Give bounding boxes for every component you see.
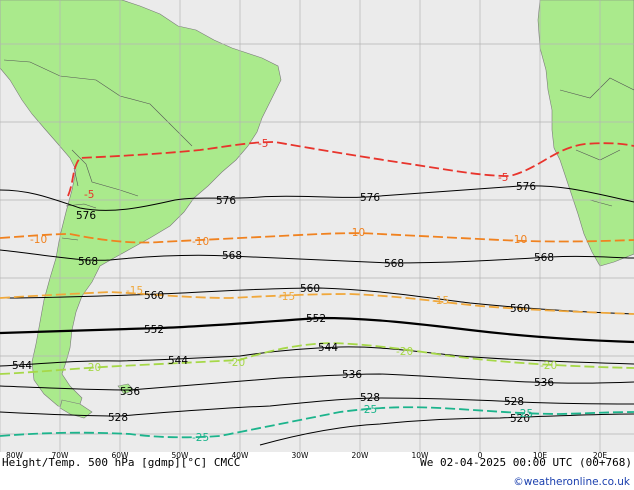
height-label: 576 (216, 195, 236, 207)
height-label: 568 (222, 250, 242, 262)
lon-tick: 40W (232, 451, 250, 460)
temperature-labels: -5 -5 -5 -10 -10 -10 -10 -15 -15 -15 -20… (30, 138, 557, 444)
temp-label: -15 (432, 295, 449, 307)
height-label: 536 (342, 369, 362, 381)
isotherm-minus15 (0, 291, 634, 315)
isotherm-minus5 (67, 141, 634, 197)
temp-label: -25 (516, 408, 533, 420)
lon-tick: 30W (292, 451, 310, 460)
temp-label: -20 (396, 346, 413, 358)
lon-tick: 0 (478, 451, 483, 460)
site-credit[interactable]: ©weatheronline.co.uk (513, 476, 631, 488)
lon-tick: 50W (172, 451, 190, 460)
isotherm-minus10 (0, 232, 634, 244)
height-label: 528 (108, 412, 128, 424)
contour-576 (0, 185, 634, 211)
valid-time: We 02-04-2025 00:00 UTC (00+768) (420, 456, 632, 469)
temp-label: -25 (360, 404, 377, 416)
height-label: 560 (300, 283, 320, 295)
height-label: 536 (534, 377, 554, 389)
height-label: 528 (360, 392, 380, 404)
height-label: 520 (510, 413, 530, 425)
temp-label: -20 (228, 357, 245, 369)
height-label: 528 (504, 396, 524, 408)
lon-tick: 20W (352, 451, 370, 460)
temp-label: -10 (510, 234, 527, 246)
temp-label: -10 (348, 227, 365, 239)
map-title: Height/Temp. 500 hPa [gdmp][°C] CMCC (2, 456, 240, 469)
lon-tick: 10W (412, 451, 430, 460)
isotherm-minus20 (0, 342, 634, 375)
height-label: 560 (510, 303, 530, 315)
temp-label: -15 (126, 285, 143, 297)
graticule (0, 0, 634, 452)
temp-label: -20 (540, 360, 557, 372)
temp-label: -5 (84, 189, 94, 201)
lon-tick: 10E (533, 451, 548, 460)
height-label: 536 (120, 386, 140, 398)
height-label: 544 (318, 342, 338, 354)
height-contour-labels: 576 576 576 576 568 568 568 568 560 560 … (12, 181, 554, 425)
lon-tick: 20E (593, 451, 608, 460)
contour-528 (0, 397, 634, 417)
contour-568 (0, 249, 634, 264)
contour-520 (259, 413, 634, 446)
height-label: 576 (516, 181, 536, 193)
south-america-land (0, 0, 282, 411)
height-label: 552 (306, 313, 326, 325)
height-label: 568 (534, 252, 554, 264)
height-label: 576 (360, 192, 380, 204)
lon-tick: 80W (6, 451, 24, 460)
height-label: 568 (384, 258, 404, 270)
contour-560 (0, 287, 634, 315)
lon-tick: 70W (52, 451, 70, 460)
temp-label: -15 (278, 291, 295, 303)
height-contours (0, 185, 634, 446)
temp-label: -25 (192, 432, 209, 444)
temperature-isotherms (0, 141, 634, 439)
temp-label: -20 (84, 362, 101, 374)
footer-bar (0, 452, 634, 490)
contour-552 (0, 316, 634, 344)
height-label: 560 (144, 290, 164, 302)
height-label: 552 (144, 324, 164, 336)
temp-label: -5 (258, 138, 268, 150)
temp-label: -5 (498, 172, 508, 184)
longitude-ticks-footer: 80W 70W 60W 50W 40W 30W 20W 10W 0 10E 20… (6, 451, 607, 460)
contour-536 (0, 373, 634, 391)
lon-tick: 60W (112, 451, 130, 460)
height-label: 544 (12, 360, 32, 372)
height-label: 544 (168, 355, 188, 367)
isotherm-minus25 (0, 406, 634, 439)
contour-544 (0, 346, 634, 367)
temp-label: -10 (192, 236, 209, 248)
temp-label: -10 (30, 234, 47, 246)
height-label: 568 (78, 256, 98, 268)
height-label: 576 (76, 210, 96, 222)
africa-land (537, 0, 634, 267)
